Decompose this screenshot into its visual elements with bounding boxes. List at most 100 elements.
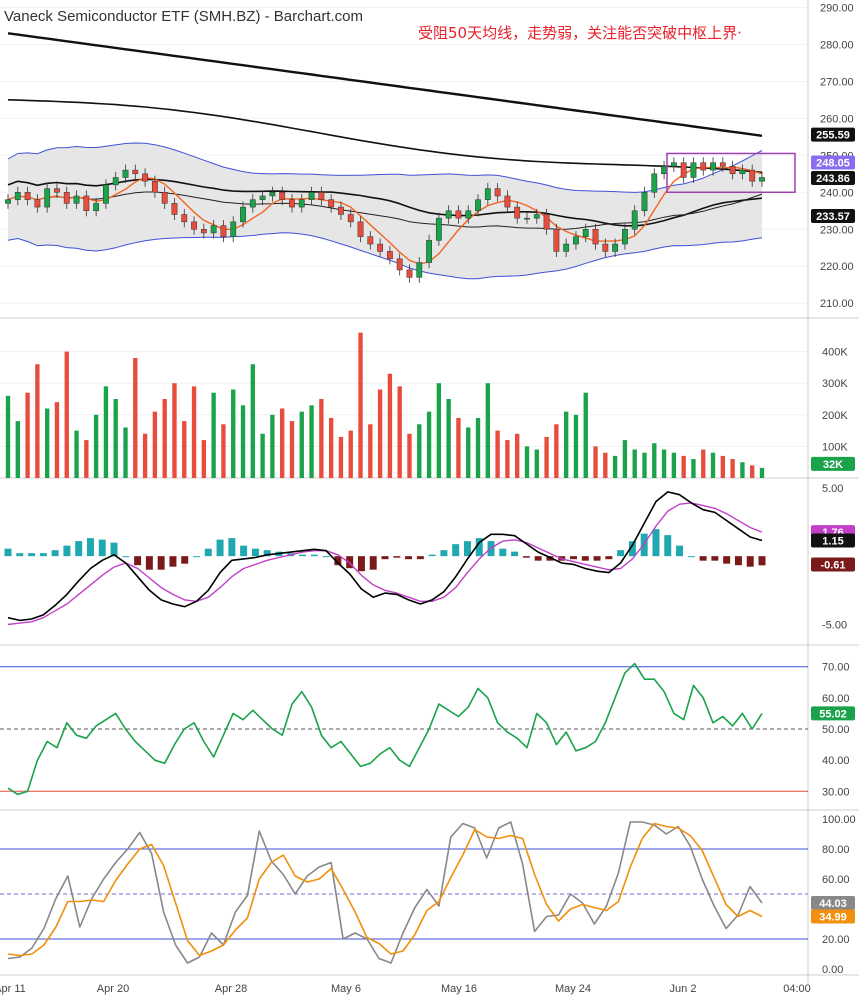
stoch-k-line: [7, 821, 763, 964]
chart-annotation: 受阻50天均线，走势弱，关注能否突破中枢上界·: [418, 24, 742, 42]
volume-bar: [260, 433, 265, 478]
macd-histogram-bar: [699, 556, 707, 561]
macd-histogram-bar: [169, 556, 177, 567]
x-tick-label: 04:00: [783, 983, 811, 995]
volume-bar: [289, 421, 295, 478]
macd-tick-label: 5.00: [822, 483, 843, 495]
rsi-last-label-bg: [811, 706, 855, 721]
candle-body: [14, 192, 21, 200]
ma-200-line: [7, 32, 763, 137]
candle-body: [700, 162, 707, 171]
volume-bar: [182, 421, 187, 478]
volume-bar: [612, 455, 618, 478]
candle-body: [44, 188, 51, 208]
macd-histogram-bar: [157, 556, 165, 570]
candle-body: [573, 236, 579, 245]
candle-body: [602, 243, 609, 252]
macd-histogram-bar: [463, 541, 471, 557]
volume-bar: [485, 383, 490, 478]
candle-body: [504, 195, 511, 208]
chart-title: Vaneck Semiconductor ETF (SMH.BZ) - Barc…: [4, 8, 363, 25]
consolidation-box: [666, 152, 796, 194]
stoch-tick-label: 80.00: [822, 844, 850, 856]
candle-body: [622, 229, 628, 245]
macd-histogram-bar: [381, 556, 389, 560]
volume-bar: [397, 386, 402, 478]
candle-body: [533, 214, 540, 219]
macd-histogram-bar: [369, 556, 377, 570]
price-tick-label: 240.00: [820, 187, 854, 199]
candle-body: [220, 225, 227, 237]
macd-histogram-bar: [63, 545, 71, 557]
candle-body: [24, 192, 31, 200]
volume-bar: [35, 364, 40, 478]
rsi-tick-label: 40.00: [822, 755, 850, 767]
stoch-value-label-bg: [811, 895, 855, 910]
candle-body: [151, 180, 158, 193]
candle-body: [406, 269, 413, 278]
macd-value-label-bg: [811, 533, 855, 548]
macd-histogram-bar: [605, 556, 613, 560]
macd-value-label-bg: [811, 557, 855, 572]
candle-body: [582, 229, 589, 237]
macd-histogram-bar: [134, 556, 142, 566]
candle-body: [563, 243, 570, 252]
volume-bar: [93, 414, 99, 478]
macd-histogram-bar: [322, 556, 330, 558]
candle-body: [729, 166, 736, 175]
macd-histogram-bar: [4, 548, 12, 557]
candle-body: [719, 162, 726, 167]
x-tick-label: May 6: [331, 983, 361, 995]
volume-bar: [563, 411, 569, 478]
macd-signal-line: [7, 502, 763, 626]
candle-body: [553, 229, 560, 252]
macd-histogram-bar: [228, 538, 236, 557]
candle-body: [484, 188, 491, 200]
volume-bar: [681, 455, 686, 478]
macd-histogram-bar: [263, 550, 271, 557]
macd-histogram-bar: [522, 556, 530, 558]
price-label-bg: [811, 155, 855, 170]
macd-line: [7, 491, 763, 622]
macd-histogram-bar: [652, 529, 660, 557]
macd-histogram-bar: [758, 556, 766, 566]
stoch-tick-label: 20.00: [822, 934, 850, 946]
candle-body: [416, 262, 423, 278]
volume-bar: [456, 417, 461, 478]
candle-body: [142, 173, 148, 182]
volume-bar: [759, 467, 765, 478]
macd-histogram-bar: [334, 556, 342, 566]
candle-body: [338, 206, 344, 215]
macd-histogram-bar: [628, 541, 636, 557]
volume-bar: [133, 357, 138, 478]
macd-histogram-bar: [299, 554, 307, 557]
candle-body: [514, 206, 521, 219]
candle-body: [210, 225, 217, 234]
macd-histogram-bar: [28, 553, 36, 557]
volume-bar: [436, 383, 442, 478]
volume-bar: [113, 399, 118, 478]
candle-body: [710, 162, 716, 171]
macd-histogram-bar: [711, 556, 719, 561]
volume-bar: [387, 373, 393, 478]
x-tick-label: May 24: [555, 983, 591, 995]
macd-histogram-bar: [511, 551, 519, 557]
volume-bar: [348, 430, 353, 478]
candle-body: [249, 199, 256, 208]
candle-body: [396, 258, 403, 271]
candle-body: [54, 188, 60, 193]
volume-bar: [495, 430, 500, 478]
candle-body: [435, 217, 442, 241]
macd-histogram-bar: [570, 556, 577, 560]
macd-histogram-bar: [310, 554, 318, 557]
stoch-value-label: 34.99: [819, 912, 847, 924]
candle-body: [612, 243, 619, 252]
volume-bar: [201, 440, 207, 478]
candle-body: [494, 188, 501, 197]
macd-histogram-bar: [357, 556, 365, 572]
candle-body: [181, 214, 188, 223]
volume-bar: [103, 386, 109, 478]
bollinger-fill: [8, 143, 762, 279]
